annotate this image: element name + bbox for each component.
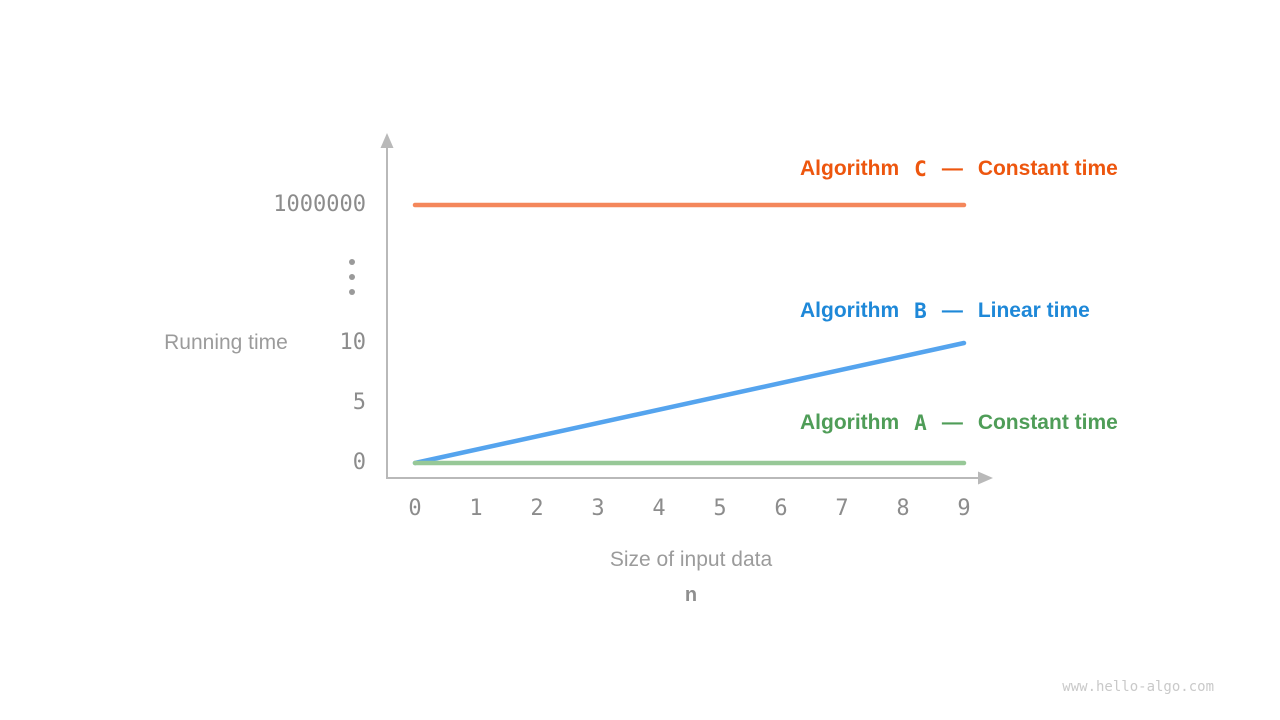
x-tick-label: 7 <box>835 496 849 521</box>
legend-description: Constant time <box>977 411 1118 434</box>
x-axis-ticks: 0 1 2 3 4 5 6 7 8 9 <box>0 496 1280 526</box>
x-tick-label: 5 <box>713 496 727 521</box>
y-axis <box>380 133 394 479</box>
x-axis <box>386 471 993 485</box>
y-tick-label: 5 <box>352 390 366 415</box>
y-axis-ticks: 0 5 10 1000000 <box>180 0 366 720</box>
x-tick-label: 6 <box>774 496 788 521</box>
series-line-b <box>412 340 967 466</box>
legend-series-letter: A <box>914 411 927 435</box>
x-tick-label: 3 <box>591 496 605 521</box>
legend-c: Algorithm C — Constant time <box>800 157 1118 181</box>
legend-series-letter: C <box>914 157 927 181</box>
series-lines <box>412 202 967 466</box>
y-tick-label: 1000000 <box>273 192 366 217</box>
watermark: www.hello-algo.com <box>1062 679 1214 695</box>
axis-break-ellipsis-icon <box>349 259 355 304</box>
x-tick-label: 2 <box>530 496 544 521</box>
legend-separator: — <box>941 411 963 434</box>
legend-separator: — <box>941 157 963 180</box>
legend-description: Linear time <box>977 299 1090 322</box>
legend-series-name: Algorithm <box>800 157 900 180</box>
legend-series-letter: B <box>914 299 927 323</box>
x-axis-arrow-icon <box>978 471 993 485</box>
x-axis-title: Size of input data <box>609 548 773 571</box>
x-tick-label: 0 <box>408 496 422 521</box>
x-tick-label: 9 <box>957 496 971 521</box>
legend-separator: — <box>941 299 963 322</box>
x-tick-label: 8 <box>896 496 910 521</box>
x-axis-symbol: n <box>684 584 698 606</box>
y-axis-arrow-icon <box>380 133 394 148</box>
y-axis-title: Running time <box>164 331 288 354</box>
legend-series-name: Algorithm <box>800 299 900 322</box>
x-tick-label: 4 <box>652 496 666 521</box>
y-tick-label: 10 <box>339 330 367 355</box>
legend-description: Constant time <box>977 157 1118 180</box>
legend-b: Algorithm B — Linear time <box>800 299 1090 323</box>
x-tick-label: 1 <box>469 496 483 521</box>
y-tick-label: 0 <box>352 450 366 475</box>
legend-series-name: Algorithm <box>800 411 900 434</box>
legend-a: Algorithm A — Constant time <box>800 411 1118 435</box>
